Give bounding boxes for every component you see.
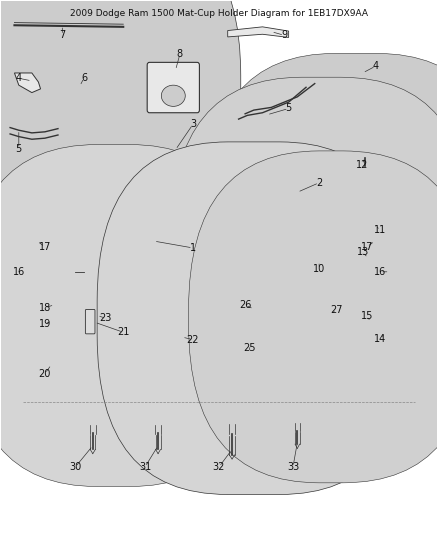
FancyBboxPatch shape: [158, 255, 206, 264]
Text: 4: 4: [16, 73, 22, 83]
Circle shape: [14, 268, 21, 276]
FancyBboxPatch shape: [227, 338, 281, 352]
Text: 6: 6: [81, 72, 87, 83]
FancyBboxPatch shape: [85, 154, 318, 236]
Text: 21: 21: [117, 327, 130, 337]
Text: 7: 7: [59, 30, 65, 41]
FancyBboxPatch shape: [42, 313, 61, 326]
Ellipse shape: [161, 85, 185, 107]
FancyBboxPatch shape: [91, 296, 136, 335]
FancyBboxPatch shape: [44, 297, 66, 313]
Text: 17: 17: [361, 242, 373, 252]
Text: 23: 23: [100, 313, 112, 324]
Text: 15: 15: [361, 311, 373, 321]
Ellipse shape: [152, 426, 164, 436]
FancyBboxPatch shape: [96, 170, 150, 220]
FancyBboxPatch shape: [97, 142, 410, 495]
Text: 9: 9: [281, 30, 287, 41]
Polygon shape: [171, 330, 188, 349]
Text: 5: 5: [16, 144, 22, 154]
Text: 2009 Dodge Ram 1500 Mat-Cup Holder Diagram for 1EB17DX9AA: 2009 Dodge Ram 1500 Mat-Cup Holder Diagr…: [70, 10, 368, 18]
FancyBboxPatch shape: [157, 170, 229, 220]
Text: 32: 32: [213, 462, 225, 472]
Text: 33: 33: [287, 462, 299, 472]
Polygon shape: [14, 73, 41, 93]
FancyBboxPatch shape: [221, 293, 286, 343]
FancyBboxPatch shape: [330, 206, 382, 239]
Text: 16: 16: [374, 267, 386, 277]
FancyBboxPatch shape: [69, 232, 325, 301]
Polygon shape: [228, 27, 289, 37]
FancyBboxPatch shape: [24, 225, 36, 257]
Text: 20: 20: [39, 369, 51, 378]
FancyBboxPatch shape: [236, 170, 303, 220]
FancyBboxPatch shape: [147, 62, 199, 113]
Text: 12: 12: [357, 160, 369, 169]
Circle shape: [378, 335, 387, 346]
Text: 27: 27: [330, 305, 343, 315]
Text: 26: 26: [239, 300, 251, 310]
FancyBboxPatch shape: [158, 276, 206, 286]
FancyBboxPatch shape: [360, 248, 372, 260]
FancyBboxPatch shape: [158, 265, 206, 275]
FancyBboxPatch shape: [35, 350, 81, 376]
FancyBboxPatch shape: [372, 225, 385, 257]
FancyBboxPatch shape: [313, 304, 349, 329]
Text: 13: 13: [357, 247, 369, 257]
Text: 10: 10: [313, 264, 325, 274]
Text: 8: 8: [177, 50, 183, 59]
FancyBboxPatch shape: [205, 53, 438, 393]
FancyBboxPatch shape: [296, 230, 347, 266]
Text: 5: 5: [286, 103, 292, 114]
Circle shape: [388, 268, 394, 276]
Circle shape: [361, 152, 368, 161]
FancyBboxPatch shape: [218, 246, 264, 289]
Text: 11: 11: [374, 225, 386, 236]
Text: 30: 30: [69, 462, 81, 472]
Polygon shape: [297, 61, 385, 87]
Ellipse shape: [225, 426, 240, 437]
FancyBboxPatch shape: [0, 0, 241, 259]
Text: 31: 31: [139, 462, 151, 472]
FancyBboxPatch shape: [87, 244, 151, 289]
Text: 1: 1: [190, 243, 196, 253]
FancyBboxPatch shape: [188, 151, 438, 483]
FancyBboxPatch shape: [0, 144, 260, 487]
Text: 18: 18: [39, 303, 51, 313]
Text: 14: 14: [374, 334, 386, 344]
Text: 17: 17: [39, 242, 51, 252]
Text: 16: 16: [13, 267, 25, 277]
FancyBboxPatch shape: [152, 244, 212, 295]
FancyBboxPatch shape: [171, 77, 438, 419]
Ellipse shape: [86, 426, 99, 436]
Text: 22: 22: [187, 335, 199, 345]
FancyBboxPatch shape: [85, 310, 95, 334]
Text: 3: 3: [190, 119, 196, 130]
Text: 4: 4: [373, 61, 379, 71]
Text: 2: 2: [316, 177, 322, 188]
Text: 19: 19: [39, 319, 51, 329]
Ellipse shape: [291, 424, 303, 433]
Text: 25: 25: [243, 343, 256, 353]
FancyBboxPatch shape: [60, 65, 121, 110]
FancyBboxPatch shape: [364, 306, 390, 324]
